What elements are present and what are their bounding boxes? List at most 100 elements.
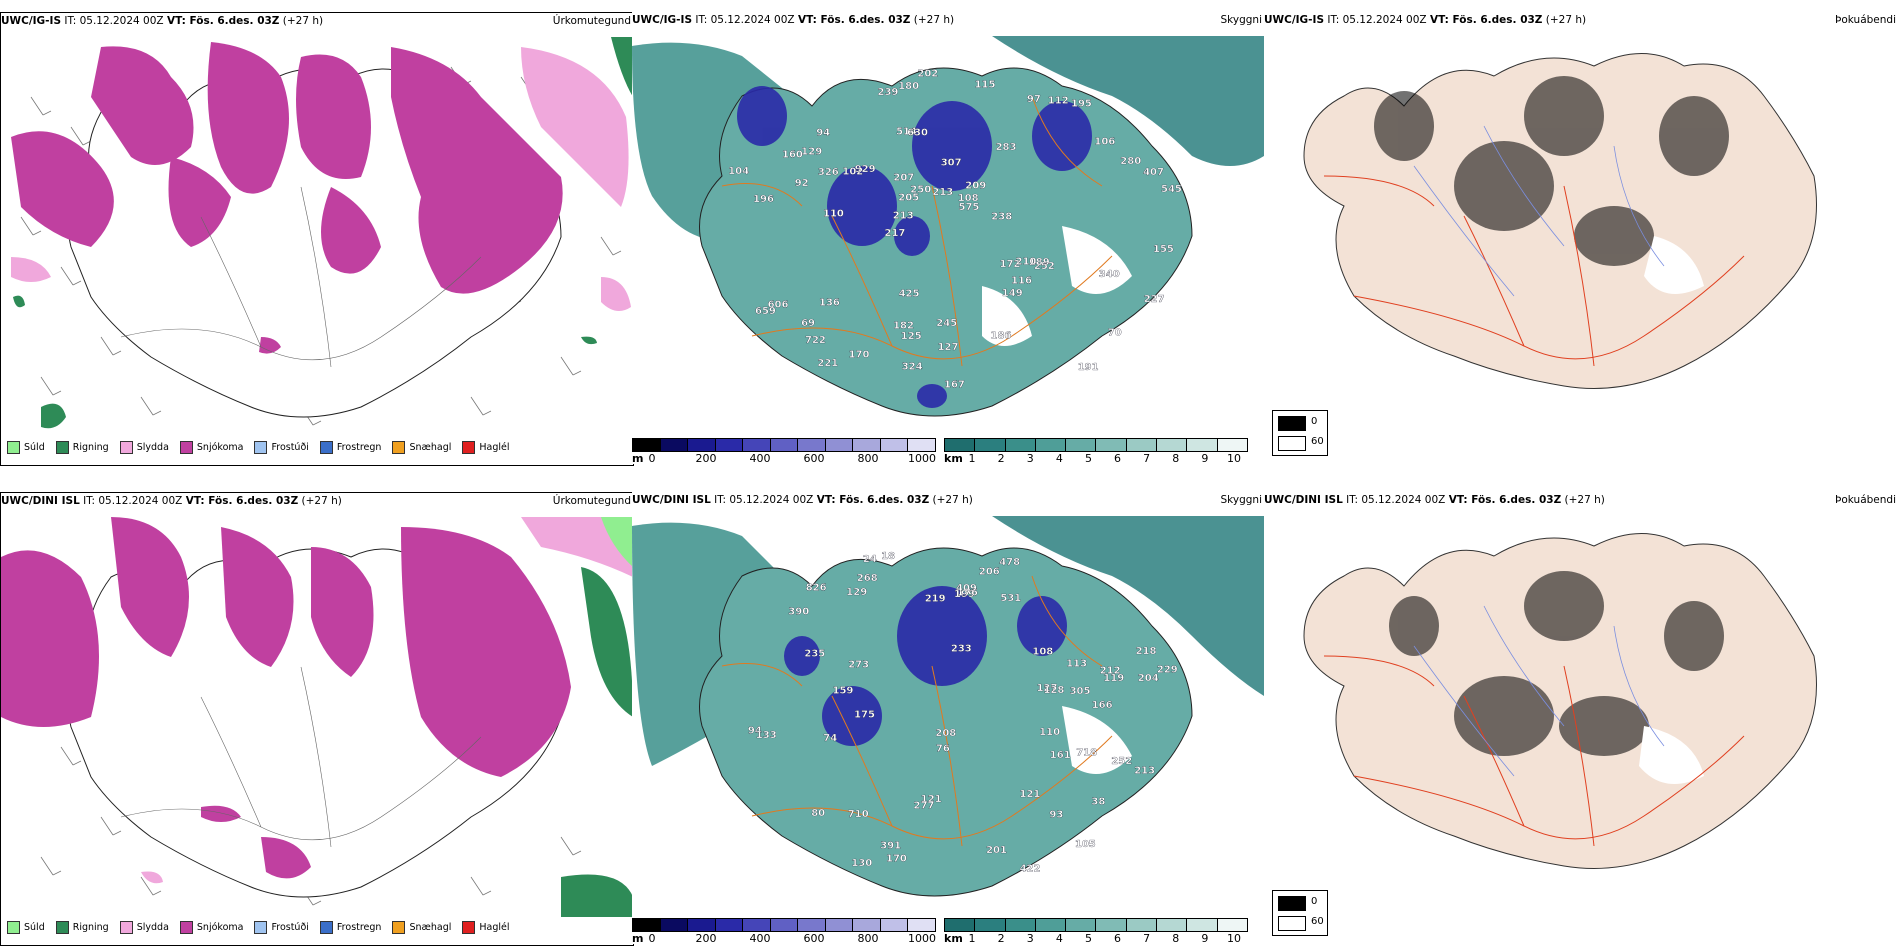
ceiling-ticks: 0 200 400 600 800 1000 — [632, 932, 937, 944]
scale-swatch — [1005, 439, 1036, 451]
scale-swatch — [770, 439, 799, 451]
scale-swatch — [1126, 439, 1158, 451]
ceiling-value-label: 545 — [1161, 184, 1182, 195]
ceiling-value-label: 92 — [795, 178, 809, 189]
scale-tick-label: 400 — [749, 452, 771, 464]
ceiling-value-label: 207 — [893, 173, 914, 184]
ceiling-value-label: 478 — [999, 557, 1020, 568]
scale-tick-label: 3 — [1026, 452, 1034, 464]
scale-swatch — [770, 919, 799, 931]
ceiling-value-label: 129 — [801, 147, 822, 158]
panel-label: Úrkomutegund — [552, 495, 631, 507]
ceiling-value-label: 74 — [823, 733, 837, 744]
ceiling-value-label: 196 — [753, 194, 774, 205]
fog-map — [1303, 533, 1817, 869]
panel-title: UWC/DINI ISL IT: 05.12.2024 00Z VT: Fös.… — [1, 495, 342, 507]
scale-tick-label: 200 — [695, 932, 717, 944]
ceiling-scalebar — [632, 918, 936, 932]
scale-swatch — [880, 919, 909, 931]
legend-item-sleet: Slydda — [119, 921, 169, 934]
ceiling-unit: m — [632, 932, 644, 944]
visibility-panel-row2: UWC/DINI ISL IT: 05.12.2024 00Z VT: Fös.… — [632, 492, 1264, 944]
ceiling-value-label: 189 — [1029, 257, 1050, 268]
scale-swatch — [798, 439, 826, 451]
ceiling-value-label: 305 — [1070, 686, 1091, 697]
panel-title: UWC/IG-IS IT: 05.12.2024 00Z VT: Fös. 6.… — [632, 14, 955, 26]
ceiling-value-label: 213 — [932, 187, 953, 198]
ceiling-value-label: 94 — [748, 725, 762, 736]
ceiling-value-label: 340 — [1099, 269, 1120, 280]
ceiling-value-label: 227 — [1144, 294, 1165, 305]
ceiling-value-label: 160 — [782, 149, 803, 160]
ceiling-value-label: 238 — [991, 212, 1012, 223]
precip-map — [11, 37, 633, 429]
panel-title: UWC/IG-IS IT: 05.12.2024 00Z VT: Fös. 6.… — [1264, 14, 1587, 26]
ceiling-value-label: 24 — [863, 554, 877, 565]
scale-swatch — [688, 439, 716, 451]
ceiling-value-label: 110 — [823, 208, 844, 219]
scale-tick-label: 10 — [1227, 932, 1241, 944]
ceiling-value-label: 208 — [935, 728, 956, 739]
scale-swatch — [633, 919, 661, 931]
scale-swatch — [908, 919, 936, 931]
ceiling-value-label: 252 — [1034, 261, 1055, 272]
ceiling-value-label: 159 — [833, 685, 854, 696]
visibility-unit: km — [944, 452, 963, 464]
roads — [120, 186, 482, 368]
ceiling-value-label: 217 — [885, 228, 906, 239]
ceiling-unit: m — [632, 452, 644, 464]
legend-item-sleet: Slydda — [119, 441, 169, 454]
scale-swatch — [1157, 919, 1188, 931]
ceiling-value-label: 199 — [954, 589, 975, 600]
ceiling-value-label: 710 — [848, 809, 869, 820]
ceiling-value-label: 180 — [898, 81, 919, 92]
ceiling-value-label: 105 — [1075, 839, 1096, 850]
scale-swatch — [1157, 439, 1188, 451]
ceiling-value-label: 130 — [851, 858, 872, 869]
scale-swatch — [1187, 439, 1218, 451]
ceiling-value-label: 93 — [1049, 810, 1063, 821]
scale-tick-label: 800 — [857, 932, 879, 944]
scale-tick-label: 1000 — [908, 932, 936, 944]
scale-swatch — [853, 919, 881, 931]
scale-swatch — [743, 919, 771, 931]
ceiling-value-label: 127 — [938, 342, 959, 353]
scale-tick-label: 200 — [695, 452, 717, 464]
ceiling-value-label: 167 — [944, 380, 965, 391]
ceiling-value-label: 606 — [768, 299, 789, 310]
ceiling-value-label: 202 — [917, 69, 938, 80]
legend-item-hail: Haglél — [462, 441, 510, 454]
scale-tick-label: 600 — [803, 932, 825, 944]
scale-swatch — [1126, 919, 1158, 931]
legend-item-snow: Snjókoma — [179, 441, 243, 454]
ceiling-value-label: 38 — [1091, 797, 1105, 808]
ceiling-value-label: 94 — [816, 128, 830, 139]
ceiling-value-label: 104 — [728, 166, 749, 177]
precip-map — [1, 517, 633, 917]
ceiling-value-label: 176 — [957, 588, 978, 599]
scale-swatch — [660, 439, 689, 451]
scale-swatch — [825, 439, 854, 451]
legend-item-snow-pellets: Snæhagl — [392, 441, 451, 454]
panel-label: Skyggni — [1220, 14, 1263, 26]
ceiling-value-label: 283 — [996, 142, 1017, 153]
fog-panel-row1: UWC/IG-IS IT: 05.12.2024 00Z VT: Fös. 6.… — [1264, 12, 1900, 464]
scale-swatch — [715, 439, 744, 451]
scale-tick-label: 3 — [1026, 932, 1034, 944]
ceiling-value-label: 69 — [801, 318, 815, 329]
panel-title: UWC/IG-IS IT: 05.12.2024 00Z VT: Fös. 6.… — [1, 15, 324, 27]
ceiling-value-label: 112 — [1048, 96, 1069, 107]
visibility-map: 196 217 283 514 307 606 929 722 630 209 252 180 545 1… — [632, 36, 1264, 417]
ceiling-value-label: 209 — [965, 181, 986, 192]
legend-item-hail: Haglél — [462, 921, 510, 934]
scale-tick-label: 2 — [997, 452, 1005, 464]
scale-tick-label: 4 — [1055, 452, 1063, 464]
ceiling-value-label: 70 — [1108, 327, 1122, 338]
ceiling-value-label: 206 — [979, 566, 1000, 577]
ceiling-value-label: 229 — [1157, 665, 1178, 676]
scale-tick-label: 10 — [1227, 452, 1241, 464]
scale-tick-label: 9 — [1201, 452, 1209, 464]
ceiling-value-label: 233 — [951, 644, 972, 655]
scale-tick-label: 800 — [857, 452, 879, 464]
ceiling-value-label: 659 — [755, 306, 776, 317]
